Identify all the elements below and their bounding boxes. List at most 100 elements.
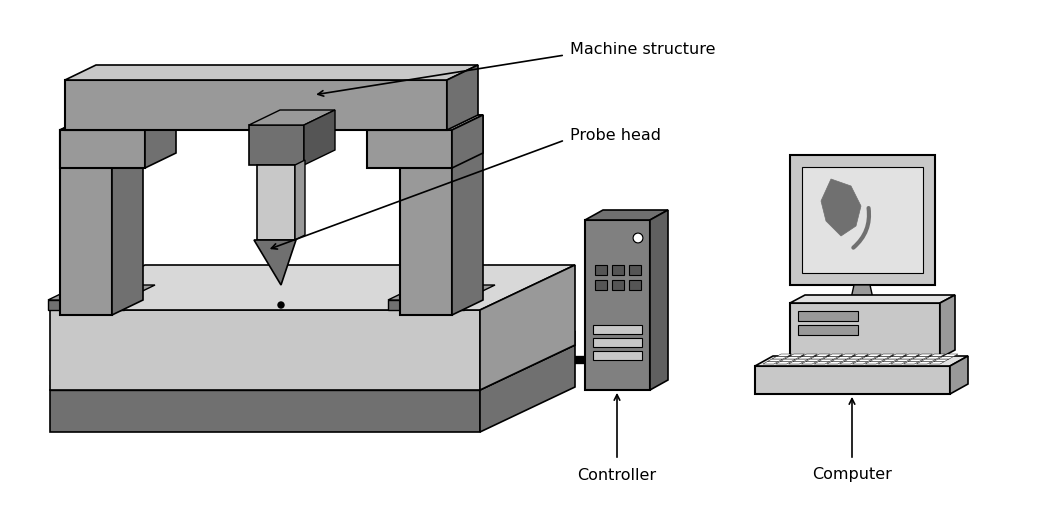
Polygon shape	[60, 115, 176, 130]
Polygon shape	[775, 362, 791, 364]
Polygon shape	[798, 357, 812, 359]
Polygon shape	[50, 345, 575, 390]
Polygon shape	[819, 359, 833, 362]
Polygon shape	[869, 359, 885, 362]
Polygon shape	[781, 359, 795, 362]
Polygon shape	[827, 362, 842, 364]
Polygon shape	[295, 160, 305, 240]
Polygon shape	[593, 325, 642, 334]
Polygon shape	[47, 300, 124, 310]
Polygon shape	[593, 338, 642, 347]
Polygon shape	[844, 359, 860, 362]
Polygon shape	[367, 130, 452, 168]
Polygon shape	[790, 303, 940, 358]
Polygon shape	[904, 354, 920, 357]
Polygon shape	[65, 80, 447, 130]
Polygon shape	[788, 362, 804, 364]
Polygon shape	[50, 390, 480, 432]
Polygon shape	[785, 357, 800, 359]
Polygon shape	[755, 356, 968, 366]
Polygon shape	[814, 354, 830, 357]
Polygon shape	[852, 362, 868, 364]
Polygon shape	[798, 325, 858, 335]
Polygon shape	[257, 165, 295, 240]
Polygon shape	[145, 115, 176, 168]
Polygon shape	[857, 359, 872, 362]
Polygon shape	[831, 359, 847, 362]
Polygon shape	[917, 362, 932, 364]
Polygon shape	[480, 265, 575, 390]
Polygon shape	[595, 280, 607, 290]
Polygon shape	[400, 115, 483, 130]
Polygon shape	[480, 345, 575, 432]
Polygon shape	[755, 366, 950, 394]
Polygon shape	[629, 265, 641, 275]
Polygon shape	[388, 285, 495, 300]
Polygon shape	[840, 362, 855, 364]
Polygon shape	[938, 357, 954, 359]
Polygon shape	[814, 362, 829, 364]
Polygon shape	[304, 110, 335, 165]
Polygon shape	[790, 295, 955, 303]
Polygon shape	[841, 354, 856, 357]
Polygon shape	[452, 115, 483, 168]
Polygon shape	[848, 357, 864, 359]
Polygon shape	[763, 362, 779, 364]
Polygon shape	[595, 265, 607, 275]
Polygon shape	[827, 354, 843, 357]
Polygon shape	[586, 220, 650, 390]
Polygon shape	[793, 359, 808, 362]
Polygon shape	[612, 280, 624, 290]
Polygon shape	[929, 362, 944, 364]
Circle shape	[279, 302, 284, 308]
Polygon shape	[789, 354, 805, 357]
Polygon shape	[772, 357, 787, 359]
Polygon shape	[452, 115, 483, 315]
Polygon shape	[790, 155, 935, 285]
Polygon shape	[850, 285, 874, 303]
Polygon shape	[879, 354, 894, 357]
Polygon shape	[50, 310, 480, 390]
Polygon shape	[60, 115, 143, 130]
Polygon shape	[904, 362, 919, 364]
Polygon shape	[865, 362, 881, 364]
Polygon shape	[586, 210, 668, 220]
Polygon shape	[612, 265, 624, 275]
Polygon shape	[883, 359, 898, 362]
Polygon shape	[112, 115, 143, 315]
Polygon shape	[60, 130, 145, 168]
Polygon shape	[367, 115, 483, 130]
Polygon shape	[821, 179, 861, 236]
Polygon shape	[776, 354, 792, 357]
Polygon shape	[802, 362, 817, 364]
Polygon shape	[929, 354, 945, 357]
Polygon shape	[891, 354, 907, 357]
Polygon shape	[47, 285, 155, 300]
Polygon shape	[249, 125, 304, 165]
Polygon shape	[896, 359, 910, 362]
Polygon shape	[50, 376, 480, 390]
Polygon shape	[943, 354, 958, 357]
Polygon shape	[60, 130, 112, 315]
Polygon shape	[921, 359, 936, 362]
Polygon shape	[802, 354, 818, 357]
Text: Machine structure: Machine structure	[570, 43, 715, 57]
Polygon shape	[249, 110, 335, 125]
Polygon shape	[593, 351, 642, 360]
Polygon shape	[629, 280, 641, 290]
Polygon shape	[810, 357, 826, 359]
Polygon shape	[254, 240, 296, 285]
Polygon shape	[480, 331, 575, 390]
Polygon shape	[853, 354, 868, 357]
Polygon shape	[917, 354, 933, 357]
Polygon shape	[823, 357, 839, 359]
Polygon shape	[50, 331, 575, 376]
Polygon shape	[887, 357, 902, 359]
Polygon shape	[388, 300, 464, 310]
Polygon shape	[65, 65, 478, 80]
Polygon shape	[798, 311, 858, 321]
Polygon shape	[925, 357, 941, 359]
Polygon shape	[862, 357, 877, 359]
Polygon shape	[650, 210, 668, 390]
Polygon shape	[866, 354, 881, 357]
